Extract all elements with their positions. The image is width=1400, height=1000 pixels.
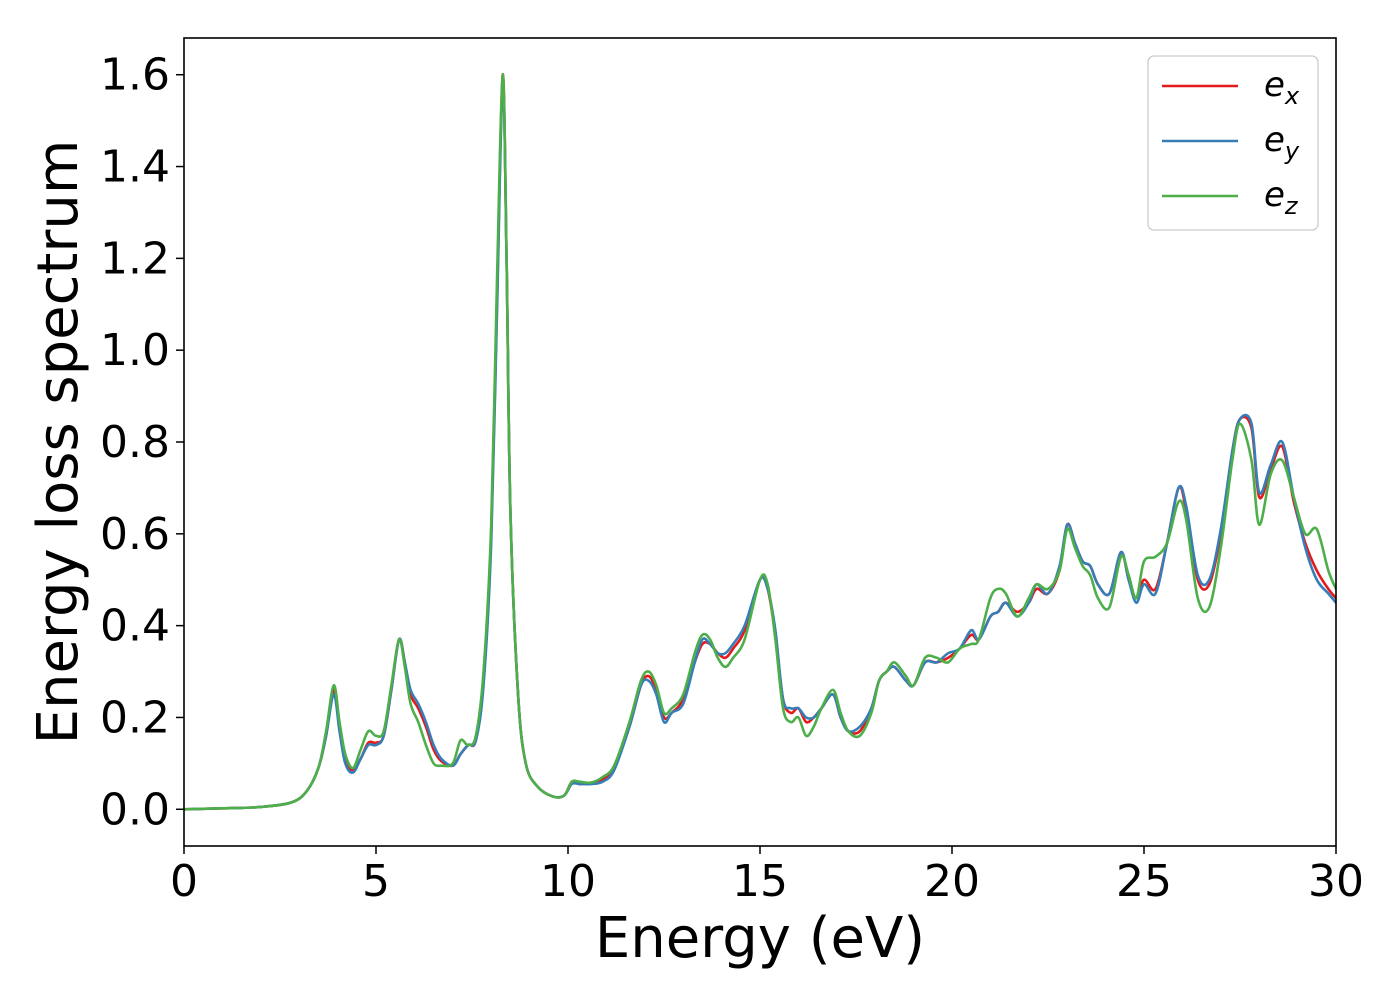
y-tick-label: 1.4: [100, 142, 170, 193]
x-tick-label: 30: [1308, 856, 1364, 907]
legend-label-e-y: ey: [1264, 120, 1300, 165]
y-tick-label: 1.6: [100, 50, 170, 101]
x-tick-label: 20: [924, 856, 980, 907]
x-axis-title: Energy (eV): [595, 906, 925, 971]
x-tick-label: 15: [732, 856, 788, 907]
x-tick-label: 10: [540, 856, 596, 907]
y-tick-label: 0.2: [100, 692, 170, 743]
x-tick-label: 0: [170, 856, 198, 907]
legend-box: [1147, 55, 1319, 231]
y-axis-title: Energy loss spectrum: [26, 140, 91, 745]
y-axis: 0.0 0.2 0.4 0.6 0.8 1.0 1.2 1.4 1.6: [100, 50, 184, 835]
x-axis: 0 5 10 15 20 25 30: [170, 846, 1364, 907]
legend-label-e-x: ex: [1264, 65, 1300, 110]
y-tick-label: 0.6: [100, 509, 170, 560]
legend: ex ey ez: [1147, 55, 1319, 231]
y-tick-label: 0.8: [100, 417, 170, 468]
legend-label-e-z: ez: [1264, 175, 1299, 220]
y-tick-label: 1.2: [100, 233, 170, 284]
series-line-e-z: [184, 73, 1336, 811]
y-tick-label: 1.0: [100, 325, 170, 376]
series-lines: [184, 73, 1336, 811]
plot-area: [184, 38, 1336, 846]
x-tick-label: 25: [1116, 856, 1172, 907]
y-tick-label: 0.4: [100, 601, 170, 652]
x-tick-label: 5: [362, 856, 390, 907]
y-tick-label: 0.0: [100, 784, 170, 835]
